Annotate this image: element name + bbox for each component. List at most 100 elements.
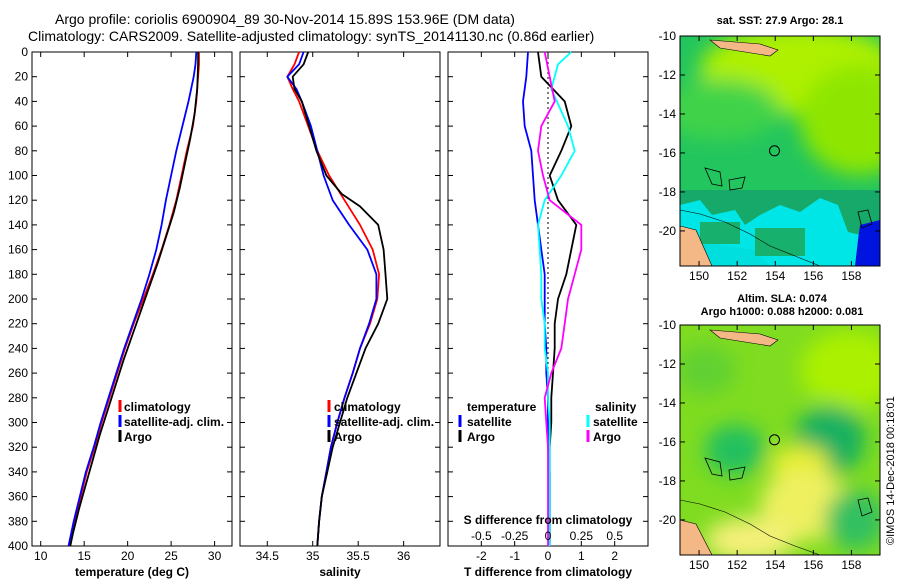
salinity-difference-tick-label: 0.25	[570, 529, 594, 543]
x-tick-label: 25	[164, 549, 178, 563]
temperature-panel: 0 20 40 60 80 100 120 140 160 180 200 220 240 260 280 3…	[8, 45, 233, 579]
latitude-tick-label: -18	[659, 474, 677, 488]
depth-tick-label: 100	[8, 169, 28, 183]
legend-argo-label: Argo	[124, 430, 152, 444]
salinity-y-ticks	[240, 51, 440, 547]
salinity-legend: climatology satellite-adj. clim. Argo	[327, 400, 434, 444]
sla-map-title: Altim. SLA: 0.074	[737, 293, 828, 305]
longitude-tick-label: 158	[841, 269, 861, 283]
sla-map-image	[680, 325, 880, 555]
series-line-argo	[291, 51, 389, 547]
longitude-tick-label: 152	[727, 269, 747, 283]
salinity-difference-tick-label: 0.5	[606, 529, 623, 543]
depth-tick-label: 360	[8, 490, 28, 504]
sla-map-subtitle: Argo h1000: 0.088 h2000: 0.081	[701, 306, 864, 318]
x-tick-label: 35	[306, 549, 320, 563]
x-tick-label: 30	[208, 549, 222, 563]
series-line-argo	[69, 52, 200, 547]
salinity-axes-frame	[239, 51, 441, 547]
depth-tick-label: 80	[15, 144, 29, 158]
legend-s-satellite-label: satellite	[593, 415, 638, 429]
salinity-series	[286, 51, 389, 547]
depth-tick-label: 260	[8, 366, 28, 380]
difference-y-ticks	[448, 51, 648, 547]
x-tick-label: 36	[397, 549, 411, 563]
legend-climatology-label: climatology	[124, 400, 191, 414]
latitude-tick-label: -16	[659, 435, 677, 449]
salinity-difference-tick-label: -0.5	[471, 529, 492, 543]
sst-map-frame	[679, 35, 881, 267]
x-tick-label: 10	[34, 549, 48, 563]
sst-map-title: sat. SST: 27.9 Argo: 28.1	[717, 15, 844, 27]
temperature-series	[67, 51, 200, 547]
imos-credit: ©IMOS 14-Dec-2018 00:18:01	[885, 396, 897, 545]
depth-tick-label: 300	[8, 416, 28, 430]
sla-map-frame	[679, 324, 881, 556]
title-line-2: Climatology: CARS2009. Satellite-adjuste…	[28, 28, 594, 44]
x-tick-label: 1	[578, 549, 585, 563]
depth-tick-label: 20	[15, 70, 29, 84]
longitude-tick-label: 154	[765, 269, 785, 283]
depth-tick-label: 280	[8, 391, 28, 405]
salinity-xlabel: salinity	[319, 565, 361, 579]
sla-map-panel: Altim. SLA: 0.074 Argo h1000: 0.088 h200…	[659, 293, 881, 572]
latitude-tick-label: -16	[659, 146, 677, 160]
depth-tick-label: 200	[8, 292, 28, 306]
longitude-tick-label: 156	[803, 269, 823, 283]
salinity-panel: 34.5 35 35.5 36 salinity climatology satell…	[239, 51, 441, 579]
latitude-tick-label: -18	[659, 185, 677, 199]
depth-tick-label: 400	[8, 539, 28, 553]
sst-map-image	[680, 36, 880, 266]
x-tick-label: 2	[611, 549, 618, 563]
legend-salinity-title: salinity	[595, 400, 637, 414]
legend-t-argo-label: Argo	[467, 430, 495, 444]
argo-float-marker	[768, 434, 780, 446]
x-tick-label: 34.5	[256, 549, 280, 563]
series-line-s-satellite	[537, 51, 576, 546]
depth-tick-label: 40	[15, 94, 29, 108]
depth-tick-label: 320	[8, 440, 28, 454]
x-tick-label: 0	[545, 549, 552, 563]
longitude-tick-label: 150	[689, 269, 709, 283]
temperature-axes-frame	[31, 51, 233, 547]
sst-latitude-ticks: -10 -12 -14 -16 -18 -20	[659, 29, 880, 238]
legend-t-satellite-label: satellite	[467, 415, 512, 429]
temperature-xlabel: temperature (deg C)	[75, 565, 189, 579]
latitude-tick-label: -14	[659, 107, 677, 121]
salinity-difference-label: S difference from climatology	[464, 513, 633, 527]
temperature-x-axis: 10 15 20 25 30	[34, 52, 222, 563]
difference-series	[522, 51, 583, 546]
latitude-tick-label: -10	[659, 318, 677, 332]
depth-tick-label: 340	[8, 465, 28, 479]
x-tick-label: 20	[121, 549, 135, 563]
salinity-x-axis: 34.5 35 35.5 36	[256, 52, 411, 563]
legend-satellite-label: satellite-adj. clim.	[124, 415, 224, 429]
depth-tick-label: 140	[8, 218, 28, 232]
sst-map-panel: sat. SST: 27.9 Argo: 28.1 -10-12-14-16-1…	[659, 15, 881, 283]
latitude-tick-label: -12	[659, 68, 677, 82]
depth-tick-label: 220	[8, 317, 28, 331]
longitude-tick-label: 154	[765, 558, 785, 572]
salinity-difference-tick-label: -0.25	[501, 529, 529, 543]
depth-tick-label: 180	[8, 267, 28, 281]
legend-argo-label: Argo	[334, 430, 362, 444]
x-tick-label: 35.5	[347, 549, 371, 563]
x-tick-label: 15	[77, 549, 91, 563]
longitude-tick-label: 156	[803, 558, 823, 572]
legend-s-argo-label: Argo	[593, 430, 621, 444]
salinity-difference-ticks: -0.5 -0.25 0 0.25 0.5	[471, 529, 623, 543]
difference-xlabel: T difference from climatology	[464, 565, 632, 579]
argo-float-marker	[768, 145, 780, 157]
longitude-tick-label: 150	[689, 558, 709, 572]
depth-tick-label: 120	[8, 193, 28, 207]
legend-temperature-title: temperature	[467, 400, 537, 414]
title-line-1: Argo profile: coriolis 6900904_89 30-Nov…	[55, 11, 515, 27]
latitude-tick-label: -12	[659, 357, 677, 371]
legend-climatology-label: climatology	[334, 400, 401, 414]
temperature-legend: climatology satellite-adj. clim. Argo	[118, 400, 224, 444]
difference-panel: -2 -1 0 1 2 T difference from climatology S …	[447, 51, 649, 579]
salinity-difference-tick-label: 0	[545, 529, 552, 543]
sst-longitude-ticks: 150 152 154 156 158	[689, 36, 862, 283]
x-tick-label: -2	[476, 549, 487, 563]
